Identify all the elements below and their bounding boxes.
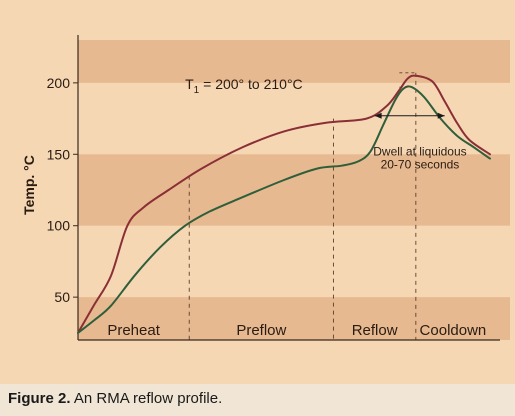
band-0 bbox=[78, 40, 510, 83]
zone-label-cooldown: Cooldown bbox=[420, 322, 487, 339]
figure-panel: 50 100 150 200 T1 = 200° to 210°C Dwell at l… bbox=[0, 0, 515, 384]
y-axis-label: Temp. °C bbox=[21, 155, 37, 215]
band-2 bbox=[78, 297, 510, 340]
series-line-1 bbox=[77, 85, 491, 334]
annotations: T1 = 200° to 210°C Dwell at liquidous20-7… bbox=[185, 72, 467, 172]
caption-text: An RMA reflow profile. bbox=[70, 390, 223, 407]
series-group bbox=[77, 74, 491, 334]
series-line-0 bbox=[77, 74, 491, 334]
dwell-annotation-line2: 20-70 seconds bbox=[381, 158, 460, 172]
y-tick-label-200: 200 bbox=[47, 75, 71, 91]
band-1 bbox=[78, 154, 510, 226]
axis-labels: Temp. °C Preheat Preflow Reflow Cooldown bbox=[21, 155, 486, 339]
peak-temp-annotation: T1 = 200° to 210°C bbox=[185, 76, 303, 96]
y-tick-label-100: 100 bbox=[47, 218, 71, 234]
dwell-arrow-left-head bbox=[374, 112, 382, 119]
axes: 50 100 150 200 bbox=[47, 35, 500, 341]
zone-label-preheat: Preheat bbox=[107, 322, 160, 339]
reflow-profile-chart: 50 100 150 200 T1 = 200° to 210°C Dwell at l… bbox=[21, 35, 510, 341]
figure-caption: Figure 2. An RMA reflow profile. bbox=[8, 386, 508, 412]
y-tick-label-50: 50 bbox=[54, 289, 70, 305]
zone-guides bbox=[188, 72, 417, 340]
zone-label-reflow: Reflow bbox=[352, 322, 398, 339]
dwell-annotation-line1: Dwell at liquidous bbox=[373, 145, 466, 159]
zone-label-preflow: Preflow bbox=[236, 322, 286, 339]
background-bands bbox=[78, 40, 510, 340]
dwell-arrow-right-head bbox=[437, 112, 445, 119]
y-tick-label-150: 150 bbox=[47, 146, 71, 162]
caption-label: Figure 2. bbox=[8, 390, 71, 407]
